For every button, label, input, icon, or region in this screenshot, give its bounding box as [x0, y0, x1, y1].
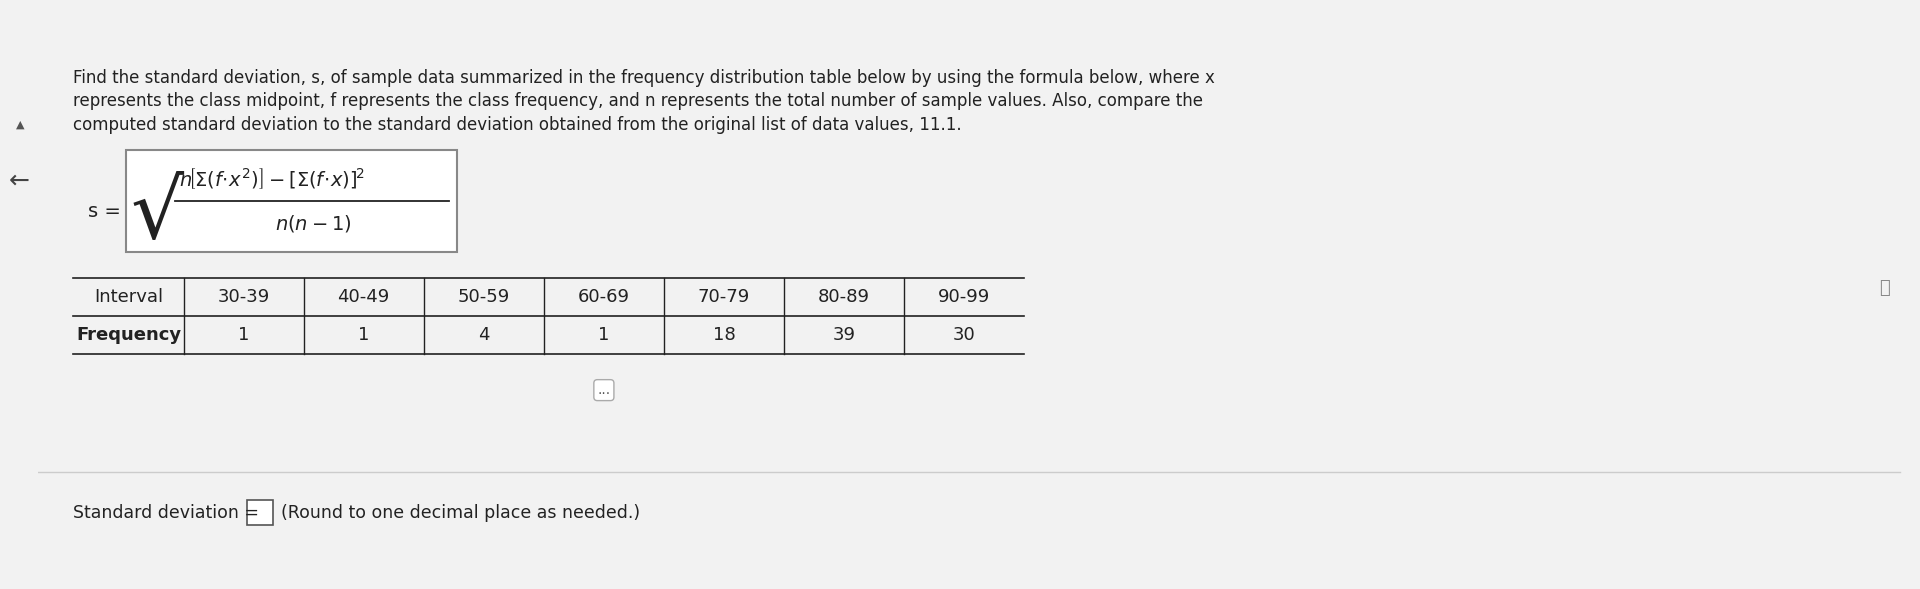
- Text: 1: 1: [238, 326, 250, 345]
- Text: 18: 18: [712, 326, 735, 345]
- Text: $n(n-1)$: $n(n-1)$: [275, 213, 351, 234]
- Text: 70-79: 70-79: [697, 288, 751, 306]
- Text: ▲: ▲: [15, 120, 25, 130]
- Text: Standard deviation =: Standard deviation =: [73, 504, 259, 521]
- Text: ⎗: ⎗: [1880, 279, 1891, 297]
- Text: (Round to one decimal place as needed.): (Round to one decimal place as needed.): [280, 504, 639, 521]
- Text: 30-39: 30-39: [217, 288, 269, 306]
- Text: Frequency: Frequency: [77, 326, 180, 345]
- Text: 80-89: 80-89: [818, 288, 870, 306]
- Text: s =: s =: [88, 202, 121, 221]
- Text: Interval: Interval: [94, 288, 163, 306]
- Text: 90-99: 90-99: [939, 288, 991, 306]
- Text: Find the standard deviation, s, of sample data summarized in the frequency distr: Find the standard deviation, s, of sampl…: [73, 69, 1215, 87]
- Text: ←: ←: [10, 169, 29, 193]
- Text: $n\!\left[\Sigma(f\!\cdot\! x^2)\right]-\left[\Sigma(f\!\cdot\! x)\right]^{\!2}$: $n\!\left[\Sigma(f\!\cdot\! x^2)\right]-…: [179, 167, 363, 191]
- Text: 4: 4: [478, 326, 490, 345]
- Text: √: √: [131, 173, 184, 254]
- Text: 39: 39: [833, 326, 856, 345]
- FancyBboxPatch shape: [127, 150, 457, 253]
- Text: computed standard deviation to the standard deviation obtained from the original: computed standard deviation to the stand…: [73, 116, 962, 134]
- Text: represents the class midpoint, f represents the class frequency, and n represent: represents the class midpoint, f represe…: [73, 92, 1204, 110]
- Text: ...: ...: [597, 383, 611, 397]
- FancyBboxPatch shape: [246, 500, 273, 525]
- Text: 1: 1: [357, 326, 369, 345]
- Text: 40-49: 40-49: [338, 288, 390, 306]
- Text: 50-59: 50-59: [457, 288, 511, 306]
- Text: 30: 30: [952, 326, 975, 345]
- Text: 1: 1: [599, 326, 609, 345]
- Text: 60-69: 60-69: [578, 288, 630, 306]
